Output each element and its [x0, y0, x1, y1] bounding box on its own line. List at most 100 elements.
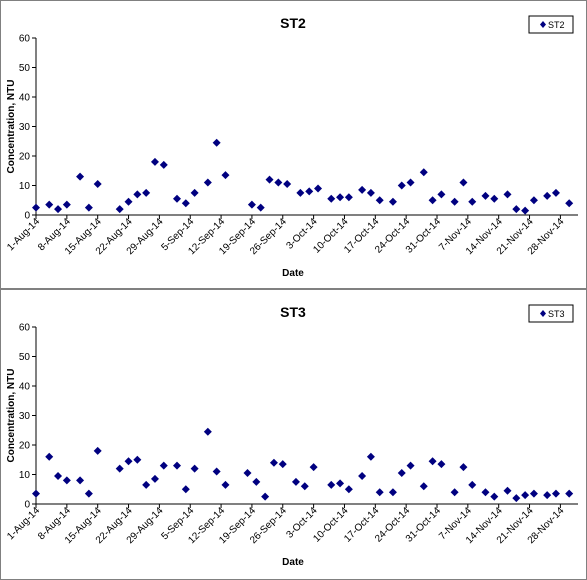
data-point [428, 196, 437, 205]
data-point [278, 460, 287, 469]
y-tick-label: 60 [19, 34, 31, 45]
data-point [212, 138, 221, 147]
data-point [565, 489, 574, 498]
data-point [450, 197, 459, 206]
y-axis-label: Concentration, NTU [6, 369, 17, 463]
data-point [269, 458, 278, 467]
data-point [327, 194, 336, 203]
data-point [419, 168, 428, 177]
data-point [45, 200, 54, 209]
data-point [212, 467, 221, 476]
legend-box [528, 304, 574, 323]
chart-title: ST2 [280, 15, 306, 31]
data-point [388, 197, 397, 206]
data-point [45, 452, 54, 461]
data-point [529, 196, 538, 205]
y-tick-label: 10 [19, 470, 31, 481]
data-point [133, 190, 142, 199]
data-point [265, 175, 274, 184]
data-point [247, 200, 256, 209]
chart-panel-st3: ST3 ST3 0 10 20 30 40 50 60 1-Aug-14 8-Aug-14 15-Au… [0, 289, 587, 580]
data-point [309, 463, 318, 472]
chart-title: ST3 [280, 304, 306, 320]
data-point [115, 205, 124, 214]
legend-marker [540, 21, 546, 28]
data-point [406, 461, 415, 470]
data-point [150, 157, 159, 166]
data-point [203, 178, 212, 187]
y-tick-label: 40 [19, 382, 31, 393]
y-tick-label: 60 [19, 323, 31, 334]
data-point [437, 460, 446, 469]
data-point [512, 494, 521, 503]
x-tick-label: 1-Aug-14 [5, 505, 42, 542]
data-point [503, 486, 512, 495]
chart-st2-svg: ST2 ST201020304050601-Aug-148-Aug-1415-Au… [5, 15, 578, 279]
data-point [529, 489, 538, 498]
data-point [512, 205, 521, 214]
data-point [62, 476, 71, 485]
data-point [366, 188, 375, 197]
data-point [115, 464, 124, 473]
data-point [221, 171, 230, 180]
legend-box [528, 15, 574, 34]
data-point [406, 178, 415, 187]
data-point [261, 492, 270, 501]
data-point [142, 480, 151, 489]
data-point [84, 489, 93, 498]
data-point [428, 457, 437, 466]
y-tick-label: 40 [19, 93, 31, 104]
y-tick-label: 30 [19, 122, 31, 133]
y-tick-label: 0 [24, 211, 30, 222]
data-point [32, 489, 40, 498]
data-point [375, 196, 384, 205]
data-point [305, 187, 314, 196]
data-point [54, 471, 63, 480]
data-point [481, 488, 490, 497]
series-ST3 [32, 427, 574, 503]
data-point [243, 469, 252, 478]
x-axis-label: Date [282, 557, 304, 568]
data-point [150, 474, 159, 483]
data-point [93, 180, 102, 189]
data-point [173, 461, 182, 470]
data-point [459, 178, 468, 187]
y-tick-label: 50 [19, 63, 31, 74]
data-point [84, 203, 93, 212]
data-point [133, 455, 142, 464]
data-point [344, 193, 353, 202]
data-point [300, 482, 309, 491]
data-point [181, 199, 190, 208]
legend-marker [540, 310, 546, 317]
data-point [481, 191, 490, 200]
data-point [397, 181, 406, 190]
data-point [358, 185, 367, 194]
y-tick-label: 20 [19, 152, 31, 163]
data-point [419, 482, 428, 491]
y-tick-label: 0 [24, 500, 30, 511]
data-point [543, 191, 552, 200]
legend: ST2 [528, 15, 574, 34]
data-point [274, 178, 283, 187]
data-point [543, 491, 552, 500]
series-ST2 [32, 138, 574, 215]
data-point [388, 488, 397, 497]
data-point [521, 206, 530, 215]
data-point [437, 190, 446, 199]
data-point [62, 200, 71, 209]
data-point [397, 469, 406, 478]
legend-label: ST3 [548, 309, 565, 319]
data-point [450, 488, 459, 497]
data-point [181, 485, 190, 494]
data-point [54, 205, 63, 214]
data-point [221, 480, 230, 489]
chart-panel-st2: ST2 ST2 0 10 20 30 40 50 60 1-Aug-14 8-Aug-14 15-Au… [0, 0, 587, 289]
data-point [159, 461, 168, 470]
data-point [490, 492, 499, 501]
data-point [551, 489, 560, 498]
data-point [375, 488, 384, 497]
data-point [32, 203, 40, 212]
data-point [551, 188, 560, 197]
data-point [366, 452, 375, 461]
legend-label: ST2 [548, 20, 565, 30]
